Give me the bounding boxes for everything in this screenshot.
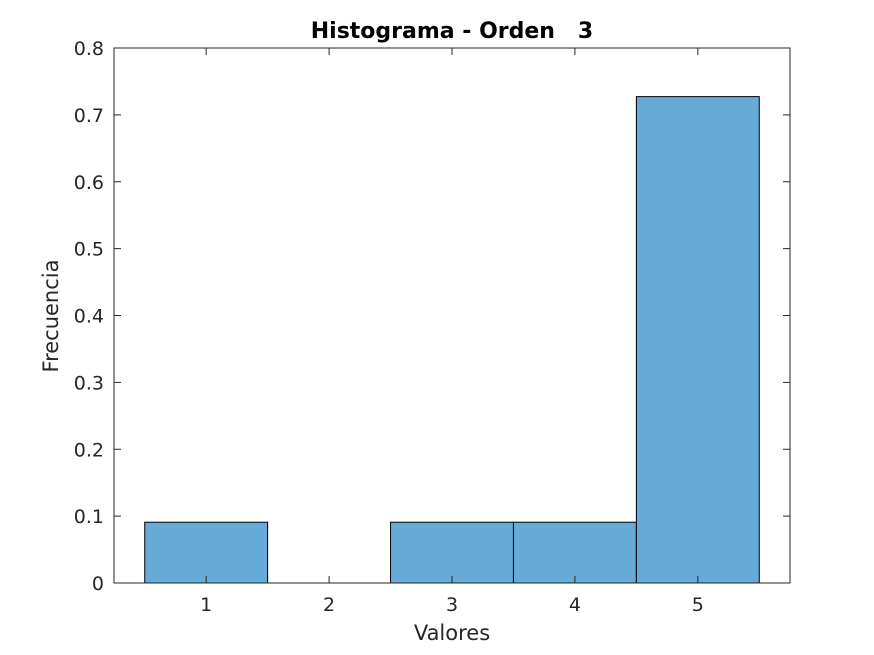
bar-1 [144, 521, 269, 584]
y-tick-label: 0.1 [74, 506, 104, 528]
x-tick-label: 3 [446, 594, 458, 616]
y-tick-label: 0.6 [74, 172, 104, 194]
bar-4 [512, 521, 637, 584]
y-tick-label: 0.7 [74, 105, 104, 127]
y-tick-label: 0.4 [74, 306, 104, 328]
bar-5 [635, 96, 760, 584]
ticks-layer: 0 0.1 0.2 0.3 0.4 0.5 0.6 0.7 0.8 1 2 3 4 5 [74, 38, 790, 616]
y-tick-label: 0.2 [74, 439, 104, 461]
y-tick-label: 0.8 [74, 38, 104, 60]
bars-layer [144, 96, 760, 584]
x-tick-label: 4 [569, 594, 581, 616]
x-tick-label: 5 [692, 594, 704, 616]
axes-box [113, 47, 791, 584]
y-tick-label: 0.5 [74, 239, 104, 261]
x-tick-label: 2 [323, 594, 335, 616]
bar-3 [390, 521, 514, 584]
y-tick-label: 0 [92, 573, 104, 595]
x-tick-label: 1 [200, 594, 212, 616]
y-tick-label: 0.3 [74, 372, 104, 394]
chart-title: Histograma - Orden 3 [311, 19, 594, 44]
x-axis-label: Valores [414, 621, 490, 645]
y-axis-label: Frecuencia [39, 260, 63, 373]
